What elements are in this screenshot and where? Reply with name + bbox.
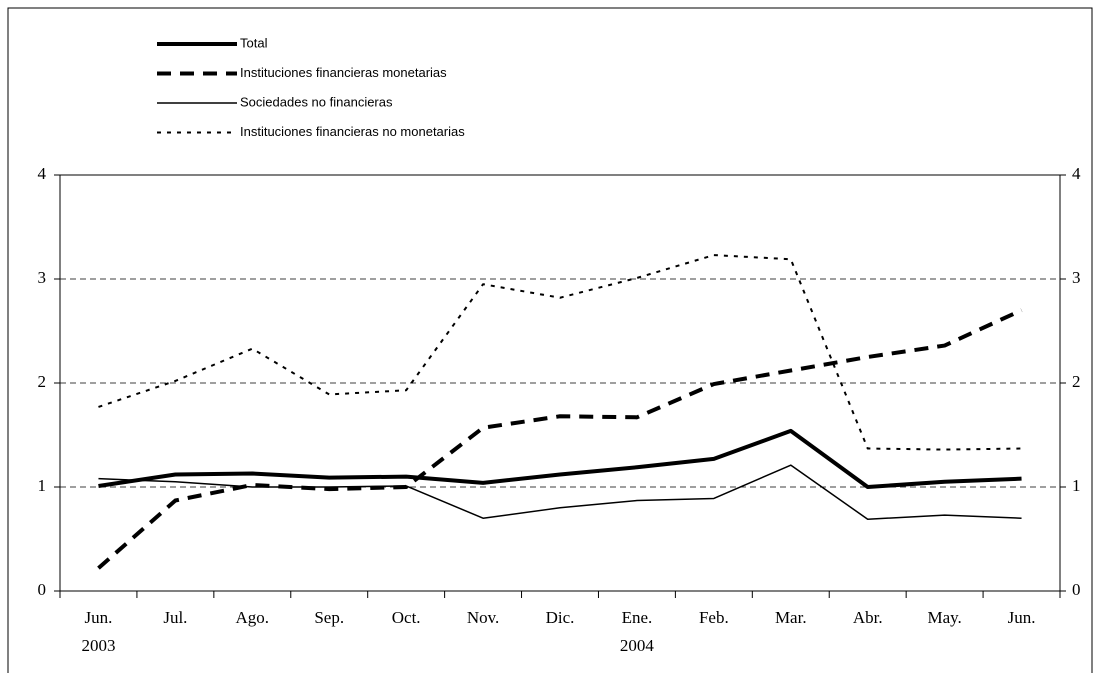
series-line bbox=[98, 428, 1022, 489]
y2-tick-label: 1 bbox=[1072, 476, 1081, 495]
x-tick-label: Sep. bbox=[314, 608, 344, 627]
x-year-label: 2004 bbox=[620, 636, 655, 655]
x-year-label: 2003 bbox=[81, 636, 115, 655]
x-tick-label: Jun. bbox=[1008, 608, 1036, 627]
x-tick-label: Jun. bbox=[85, 608, 113, 627]
x-tick-label: Ene. bbox=[622, 608, 653, 627]
x-tick-label: Nov. bbox=[467, 608, 499, 627]
series-line bbox=[98, 254, 1022, 451]
x-tick-label: Dic. bbox=[546, 608, 575, 627]
y-tick-label: 2 bbox=[38, 372, 47, 391]
y-tick-label: 4 bbox=[38, 164, 47, 183]
x-tick-label: May. bbox=[927, 608, 961, 627]
x-tick-label: Jul. bbox=[163, 608, 187, 627]
y-tick-label: 0 bbox=[38, 580, 47, 599]
legend-label: Total bbox=[240, 35, 268, 50]
x-tick-label: Abr. bbox=[853, 608, 883, 627]
series-line bbox=[97, 308, 1023, 570]
legend: Total Instituciones financieras monetaria… bbox=[157, 35, 465, 139]
series-line bbox=[98, 464, 1022, 520]
y2-tick-label: 3 bbox=[1072, 268, 1081, 287]
frame bbox=[7, 7, 1093, 673]
y2-tick-label: 0 bbox=[1072, 580, 1081, 599]
x-tick-label: Oct. bbox=[392, 608, 421, 627]
y-tick-label: 3 bbox=[38, 268, 47, 287]
y-tick-label: 1 bbox=[38, 476, 47, 495]
x-tick-label: Ago. bbox=[236, 608, 270, 627]
legend-label: Instituciones financieras monetarias bbox=[240, 65, 447, 80]
legend-label: Sociedades no financieras bbox=[240, 94, 393, 109]
x-tick-label: Feb. bbox=[699, 608, 729, 627]
legend-label: Instituciones financieras no monetarias bbox=[240, 124, 465, 139]
x-tick-label: Mar. bbox=[775, 608, 807, 627]
y2-tick-label: 4 bbox=[1072, 164, 1081, 183]
y2-tick-label: 2 bbox=[1072, 372, 1081, 391]
